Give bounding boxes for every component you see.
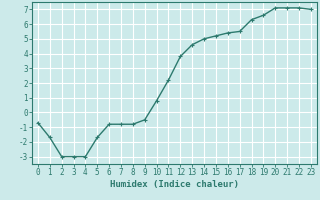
X-axis label: Humidex (Indice chaleur): Humidex (Indice chaleur) <box>110 180 239 189</box>
